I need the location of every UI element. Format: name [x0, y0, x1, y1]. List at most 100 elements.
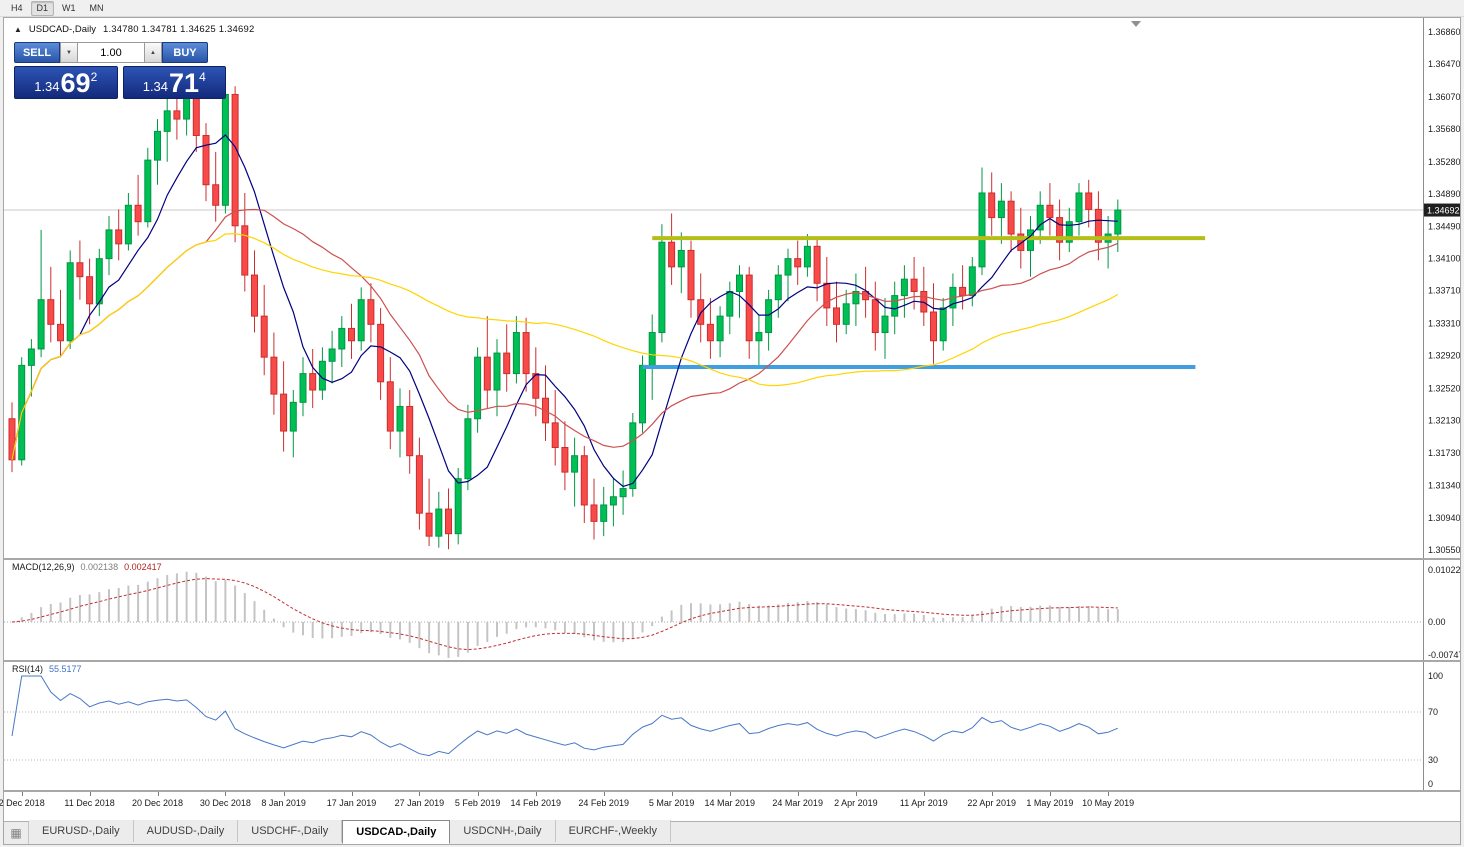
price-axis-label: 1.33710	[1428, 286, 1460, 296]
moving-average-55	[11, 232, 1119, 460]
candle-body	[1046, 204, 1054, 219]
candle-body	[309, 373, 317, 391]
candle-body	[716, 315, 724, 342]
price-axis-label: 1.34890	[1428, 189, 1460, 199]
candle-body	[212, 184, 220, 206]
time-axis-label: 8 Jan 2019	[261, 798, 306, 808]
oneclick-collapse-arrow[interactable]: ▲	[14, 25, 22, 34]
candle-body	[1114, 209, 1122, 235]
chart-window: 1.36860 1.36470 1.36070 1.35680 1.35280 1.348…	[0, 17, 1461, 845]
time-axis-tick	[671, 792, 673, 796]
candle-body	[891, 295, 899, 317]
buy-price-base: 1.34	[142, 79, 169, 94]
candle-body	[47, 299, 55, 325]
candle-body	[192, 98, 200, 136]
volume-input[interactable]	[78, 42, 144, 63]
price-axis-label: 1.32520	[1428, 383, 1460, 393]
price-chart-canvas[interactable]: 1.36860 1.36470 1.36070 1.35680 1.35280 1.348…	[4, 18, 1460, 558]
candle-body	[794, 258, 802, 268]
candle-body	[774, 274, 782, 301]
time-axis-label: 17 Jan 2019	[326, 798, 377, 808]
candle-body	[425, 512, 433, 537]
timeframe-button-h4[interactable]: H4	[11, 2, 23, 13]
candle-body	[755, 332, 763, 342]
time-axis-label: 2 Dec 2018	[0, 798, 45, 808]
candle-body	[328, 348, 336, 362]
tab-usdchf-daily[interactable]: USDCHF-,Daily	[238, 820, 343, 842]
candle-body	[483, 356, 491, 391]
candle-body	[1075, 192, 1083, 223]
trade-controls-row: SELL ▼ ▲ BUY	[14, 42, 226, 63]
rsi-canvas[interactable]: 100 70 30 0	[4, 662, 1460, 790]
candle-body	[37, 299, 45, 350]
macd-canvas[interactable]: 0.01022 0.00 -0.00747	[4, 560, 1460, 660]
volume-down-button[interactable]: ▼	[60, 42, 78, 63]
candle-body	[784, 258, 792, 276]
macd-name: MACD(12,26,9)	[12, 562, 75, 572]
candle-body	[668, 241, 676, 268]
macd-signal-value: 0.002417	[124, 562, 162, 572]
time-axis-tick	[535, 792, 537, 796]
buy-button[interactable]: BUY	[162, 42, 208, 63]
timeframe-button-d1[interactable]: D1	[30, 0, 55, 16]
volume-up-button[interactable]: ▲	[144, 42, 162, 63]
candle-body	[532, 373, 540, 399]
candle-body	[1056, 217, 1064, 243]
chart-tab-bar: ▦ EURUSD-,Daily AUDUSD-,Daily USDCHF-,Dail…	[4, 820, 1460, 844]
buy-price-button[interactable]: 1.34 71 4	[122, 66, 226, 99]
candle-body	[493, 352, 501, 391]
time-axis-label: 14 Mar 2019	[704, 798, 756, 808]
price-axis-label: 1.31340	[1428, 480, 1460, 490]
candle-body	[173, 110, 181, 120]
panel-splitter[interactable]	[4, 558, 1460, 560]
candle-body	[745, 274, 753, 342]
candle-body	[871, 299, 879, 334]
candle-body	[464, 418, 472, 480]
time-axis-label: 24 Mar 2019	[772, 798, 823, 808]
candle-body	[726, 290, 734, 317]
sell-price-pip: 2	[90, 70, 98, 84]
timeframe-button-w1[interactable]: W1	[62, 2, 76, 13]
time-axis-tick	[729, 792, 731, 796]
tab-usdcad-daily[interactable]: USDCAD-,Daily	[342, 820, 451, 844]
rsi-line	[11, 675, 1118, 757]
candle-body	[105, 229, 113, 260]
tab-eurusd-daily[interactable]: EURUSD-,Daily	[29, 820, 134, 842]
candle-body	[406, 405, 414, 457]
candle-body	[609, 496, 617, 506]
sell-price-button[interactable]: 1.34 69 2	[14, 66, 118, 99]
time-axis-tick	[351, 792, 353, 796]
candle-body	[842, 303, 850, 325]
macd-panel: 0.01022 0.00 -0.00747 MACD(12,26,9) 0.0021…	[4, 560, 1460, 660]
tab-eurchf-weekly[interactable]: EURCHF-,Weekly	[555, 820, 671, 842]
trade-prices-row: 1.34 69 2 1.34 71 4	[14, 66, 226, 99]
sell-button[interactable]: SELL	[14, 42, 60, 63]
candle-body	[503, 352, 511, 375]
buy-price-pip: 4	[199, 70, 206, 84]
tab-usdcnh-daily[interactable]: USDCNH-,Daily	[450, 820, 556, 842]
candle-body	[202, 134, 210, 186]
price-axis-label: 1.36070	[1428, 92, 1460, 102]
candle-body	[988, 192, 996, 219]
time-axis-tick	[21, 792, 23, 796]
time-axis-tick	[991, 792, 993, 796]
chart-shift-marker[interactable]	[1131, 21, 1141, 27]
candle-body	[939, 307, 947, 342]
time-axis-tick	[1108, 792, 1110, 796]
candle-body	[697, 299, 705, 325]
price-axis-label: 1.32130	[1428, 415, 1460, 425]
time-axis-label: 20 Dec 2018	[131, 798, 184, 808]
time-axis-label: 5 Feb 2019	[454, 798, 501, 808]
macd-axis-label: 0.01022	[1428, 565, 1460, 575]
candle-body	[600, 504, 608, 522]
panel-splitter[interactable]	[4, 660, 1460, 662]
timeframe-button-mn[interactable]: MN	[89, 2, 104, 13]
candle-body	[144, 159, 152, 223]
candle-body	[154, 130, 161, 161]
panel-splitter[interactable]	[4, 790, 1460, 792]
chart-windows-icon[interactable]: ▦	[4, 822, 29, 844]
candle-body	[115, 229, 123, 245]
tab-audusd-daily[interactable]: AUDUSD-,Daily	[133, 820, 239, 842]
macd-main-value: 0.002138	[80, 562, 119, 572]
candle-body	[590, 504, 598, 522]
